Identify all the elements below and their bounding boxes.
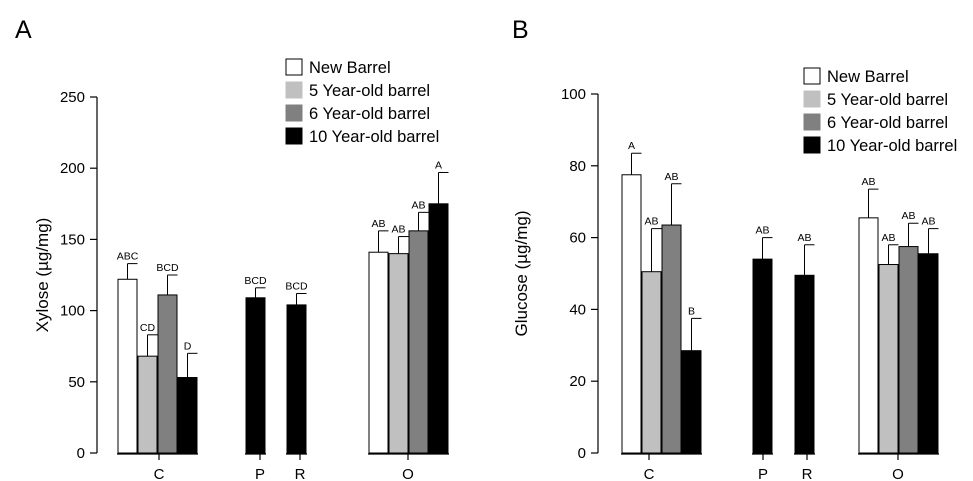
significance-label: B <box>688 305 695 317</box>
significance-label: AB <box>921 216 935 228</box>
bar <box>621 174 642 454</box>
x-category-label: R <box>802 466 813 481</box>
bar <box>388 253 409 454</box>
bar <box>245 297 266 454</box>
legend-label: 6 Year-old barrel <box>309 105 430 123</box>
significance-label: A <box>435 159 442 171</box>
y-tick-label: 60 <box>569 230 586 247</box>
legend-label: 6 Year-old barrel <box>827 114 948 132</box>
y-axis-title: Xylose (µg/mg) <box>33 218 52 333</box>
legend-swatch <box>285 127 303 145</box>
significance-label: AB <box>861 176 875 188</box>
significance-label: BCD <box>244 275 267 287</box>
significance-label: BCD <box>285 281 308 293</box>
y-tick-label: 50 <box>68 374 85 391</box>
x-category-label: O <box>402 466 414 481</box>
significance-label: CD <box>140 322 156 334</box>
bar <box>157 294 178 454</box>
significance-label: BCD <box>156 262 179 274</box>
bar <box>137 355 158 454</box>
bar <box>898 246 919 454</box>
bar <box>117 278 138 454</box>
x-category-label: O <box>892 466 904 481</box>
bar <box>752 258 773 454</box>
y-tick-label: 20 <box>569 373 586 390</box>
bar <box>408 230 429 454</box>
x-category-label: P <box>758 466 768 481</box>
legend-swatch <box>285 58 303 76</box>
y-tick-label: 200 <box>60 160 85 177</box>
bar <box>641 271 662 454</box>
legend-swatch <box>803 113 821 131</box>
panel-b: B 0 20 40 60 80 100 Glucose (µg/mg) A AB AB AB AB AB B… <box>512 16 957 481</box>
y-tick-label: 80 <box>569 158 586 175</box>
legend-label: 10 Year-old barrel <box>309 128 439 146</box>
bar <box>661 224 682 454</box>
y-tick-label: 0 <box>578 445 586 462</box>
x-category-label: P <box>255 466 265 481</box>
legend-swatch <box>803 90 821 108</box>
significance-label: AB <box>371 218 385 230</box>
bar <box>878 264 899 454</box>
significance-label: ABC <box>117 251 139 263</box>
legend-swatch <box>285 104 303 122</box>
x-category-label: C <box>644 466 655 481</box>
bar <box>681 350 702 454</box>
significance-label: AB <box>411 199 425 211</box>
y-tick-label: 250 <box>60 89 85 106</box>
y-axis-title: Glucose (µg/mg) <box>512 211 531 337</box>
y-tick-label: 100 <box>561 86 586 103</box>
legend-label: 5 Year-old barrel <box>309 82 430 100</box>
bar <box>177 377 198 454</box>
x-category-label: R <box>295 466 306 481</box>
bar <box>794 274 815 454</box>
bar <box>368 251 389 454</box>
bar <box>286 304 307 454</box>
panel-letter: A <box>15 16 32 44</box>
significance-label: AB <box>644 216 658 228</box>
x-category-label: C <box>154 466 165 481</box>
y-tick-label: 100 <box>60 303 85 320</box>
legend-label: New Barrel <box>309 59 391 77</box>
y-tick-label: 0 <box>77 445 85 462</box>
significance-label: A <box>628 140 635 152</box>
legend-swatch <box>803 136 821 154</box>
significance-label: AB <box>797 232 811 244</box>
bar <box>918 253 939 454</box>
significance-label: D <box>184 340 192 352</box>
panel-letter: B <box>512 16 529 44</box>
significance-label: AB <box>881 232 895 244</box>
y-tick-label: 40 <box>569 301 586 318</box>
significance-label: AB <box>755 225 769 237</box>
significance-label: AB <box>664 171 678 183</box>
legend-label: 10 Year-old barrel <box>827 137 957 155</box>
legend-swatch <box>803 67 821 85</box>
legend-label: New Barrel <box>827 68 909 86</box>
bar <box>428 203 449 454</box>
significance-label: AB <box>391 224 405 236</box>
y-tick-label: 150 <box>60 231 85 248</box>
legend-swatch <box>285 81 303 99</box>
bar <box>858 217 879 454</box>
significance-label: AB <box>901 210 915 222</box>
legend-label: 5 Year-old barrel <box>827 91 948 109</box>
